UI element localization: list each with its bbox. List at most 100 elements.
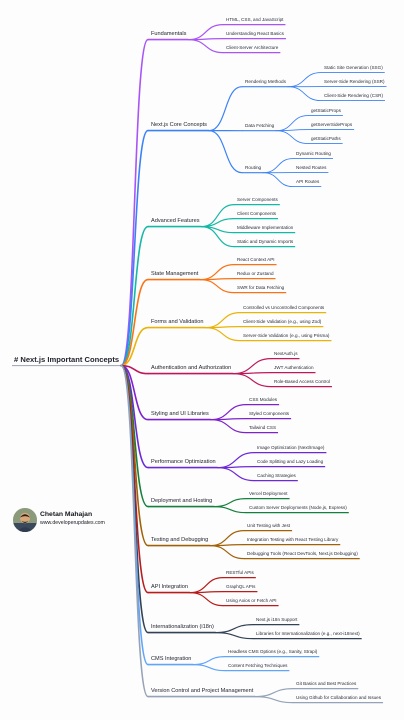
connector-line [199,278,235,294]
leaf-node: Integration Testing with React Testing L… [247,537,339,542]
sub-branch-routing: Routing [245,165,262,170]
leaf-node: Vercel Deployment [249,491,288,496]
connector-line [287,72,322,88]
leaf-node: Code Splitting and Lazy Loading [257,459,324,464]
connector-line [120,364,149,594]
leaf-node: Client-Side Validation (e.g., using Zod) [243,319,322,324]
leaf-node: GraphQL APIs [226,584,256,589]
branch-fundamentals: Fundamentals [151,31,187,37]
leaf-node: Client-Side Rendering (CSR) [324,93,383,98]
connector-line [199,263,235,281]
leaf-node: Static Site Generation (SSG) [324,65,383,70]
connector-line [209,544,245,560]
branch-i18n: Internationalization (i18n) [151,624,214,630]
leaf-node: Controlled vs Uncontrolled Components [243,305,325,310]
leaf-node: Git Basics and Best Practices [296,681,357,686]
connector-line [189,576,224,594]
leaf-node: Libraries for Internationalization (e.g.… [256,631,360,636]
branch-state-management: State Management [151,271,199,277]
connector-line [254,687,294,698]
leaf-node: Using Axios or Fetch API [226,598,277,603]
sub-branch-rendering-methods: Rendering Methods [245,79,286,84]
connector-line [200,203,235,228]
branch-cms: CMS Integration [151,656,192,662]
leaf-node: Headless CMS Options (e.g., Sanity, Stra… [228,649,318,654]
leaf-node: getServerSideProps [311,122,353,127]
leaf-node: Middleware Implementation [237,225,294,230]
leaf-node: SWR for Data Fetching [237,285,285,290]
connector-line [187,23,224,41]
connector-line [192,663,226,672]
leaf-node: getStaticPaths [311,136,341,141]
connector-line [200,225,235,248]
leaf-node: Redux or Zustand [237,271,274,276]
connector-line [262,158,294,174]
connector-line [120,129,149,367]
connector-line [262,172,294,188]
connector-line [254,695,294,704]
branch-api-integration: API Integration [151,584,189,590]
leaf-node: API Routes [296,179,320,184]
connector-line [210,403,247,421]
leaf-node: NextAuth.js [274,351,298,356]
connector-line [217,466,255,482]
connector-line [215,623,254,634]
connector-line [120,364,149,698]
leaf-node: Server-Side Rendering (SSR) [324,79,385,84]
branch-forms-validation: Forms and Validation [151,319,204,325]
author-name: Chetan Mahajan [40,511,93,518]
connector-line [204,326,241,342]
connector-line [120,225,149,367]
sub-branch-data-fetching: Data Fetching [245,123,275,128]
leaf-node: Using Github for Collaboration and Issue… [296,695,382,700]
branch-version-control: Version Control and Project Management [151,688,254,694]
connector-line [210,418,247,434]
root-node-title: # Next.js Important Concepts [14,355,120,364]
leaf-node: Client-Server Architecture [226,45,279,50]
leaf-node: Dynamic Routing [296,151,331,156]
leaf-node: Unit Testing with Jest [247,523,291,528]
leaf-node: Content Fetching Techniques [228,663,288,668]
leaf-node: Nested Routes [296,165,327,170]
leaf-node: Custom Server Deployments (Node.js, Expr… [249,505,347,510]
leaf-node: Role-Based Access Control [274,379,330,384]
connector-line [208,129,243,174]
leaf-node: getStaticProps [311,108,341,113]
connector-line [187,38,224,54]
connector-line [120,326,149,367]
branch-authentication: Authentication and Authorization [151,365,232,371]
connector-line [189,591,224,607]
leaf-node: Server Components [237,197,278,202]
connector-line [213,497,247,508]
leaf-node: Image Optimization (Next/Image) [257,445,325,450]
connector-line [120,38,149,367]
leaf-node: React Context API [237,257,275,262]
author-website: www.developerupdates.com [40,520,105,526]
leaf-node: Understanding React Basics [226,31,284,36]
leaf-node: Debugging Tools (React DevTools, Next.js… [247,551,358,556]
connector-line [208,86,243,132]
connector-line [215,631,254,640]
connector-line [192,655,226,666]
leaf-node: Caching Strategies [257,473,296,478]
connector-line [120,364,149,421]
branch-core-concepts: Next.js Core Concepts [151,122,207,128]
branch-performance: Performance Optimization [151,459,216,465]
connector-line [232,357,272,375]
leaf-node: Server-Side Validation (e.g., using Pris… [243,333,330,338]
leaf-node: Static and Dynamic Imports [237,239,294,244]
leaf-node: Client Components [237,211,277,216]
connector-line [120,278,149,367]
connector-line [287,86,322,102]
leaf-node: Tailwind CSS [249,425,277,430]
branch-styling: Styling and UI Libraries [151,411,209,417]
connector-line [275,115,309,132]
leaf-node: HTML, CSS, and JavaScript [226,17,284,22]
connector-line [204,311,241,329]
connector-line [217,451,255,469]
leaf-node: Styled Components [249,411,290,416]
connector-line [275,130,309,145]
leaf-node: JWT Authentication [274,365,314,370]
